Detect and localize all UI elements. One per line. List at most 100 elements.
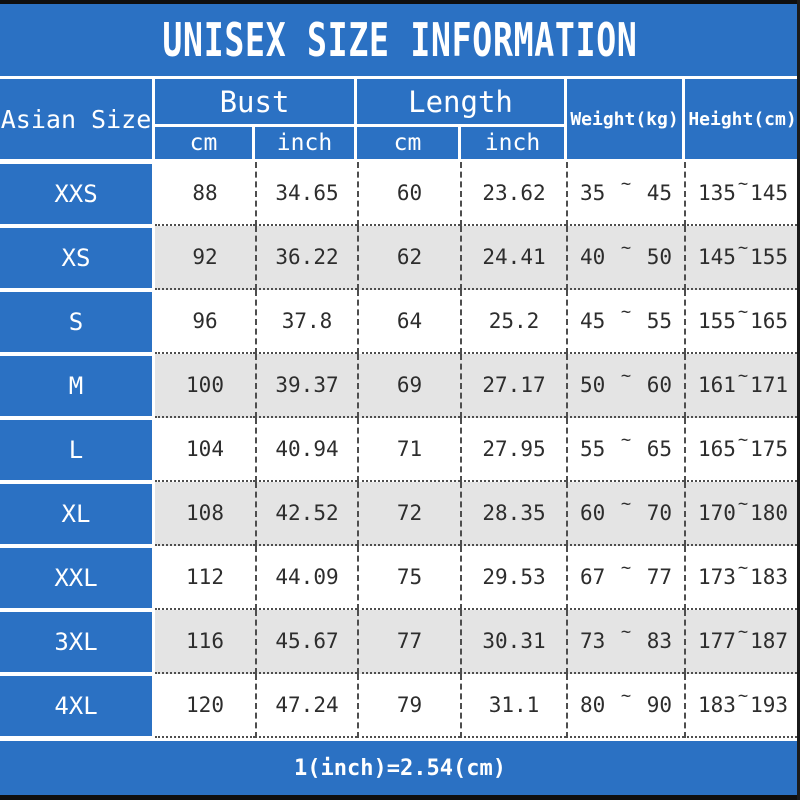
- range-tilde: ~: [620, 366, 632, 386]
- height-range-cell: 161 ~ 171: [684, 354, 800, 418]
- height-max: 193: [750, 693, 788, 717]
- weight-max: 77: [646, 565, 672, 589]
- bottom-border-bar: [0, 795, 800, 800]
- header-bust-cm: cm: [155, 127, 252, 159]
- length-inch-cell: 30.31: [460, 610, 566, 674]
- weight-range-cell: 73 ~ 83: [566, 610, 684, 674]
- length-inch-cell: 27.95: [460, 418, 566, 482]
- weight-range-cell: 45 ~ 55: [566, 290, 684, 354]
- height-min: 177: [698, 629, 736, 653]
- bust-cm-cell: 92: [155, 226, 255, 290]
- right-border-bar: [797, 0, 800, 800]
- bust-cm-cell: 120: [155, 674, 255, 738]
- height-range-cell: 145 ~ 155: [684, 226, 800, 290]
- bust-inch-cell: 36.22: [255, 226, 357, 290]
- length-cm-cell: 69: [357, 354, 460, 418]
- banner-separator: [0, 76, 800, 79]
- page-title: UNISEX SIZE INFORMATION: [162, 13, 638, 67]
- range-tilde: ~: [620, 174, 632, 194]
- length-inch-cell: 27.17: [460, 354, 566, 418]
- header-length-group: Length: [357, 79, 564, 124]
- bust-inch-cell: 42.52: [255, 482, 357, 546]
- size-cell: 4XL: [0, 674, 155, 738]
- height-min: 155: [698, 309, 736, 333]
- weight-range-cell: 50 ~ 60: [566, 354, 684, 418]
- weight-range-cell: 40 ~ 50: [566, 226, 684, 290]
- bust-inch-cell: 37.8: [255, 290, 357, 354]
- length-cm-cell: 71: [357, 418, 460, 482]
- bust-inch-cell: 44.09: [255, 546, 357, 610]
- bust-inch-cell: 47.24: [255, 674, 357, 738]
- height-range-cell: 165 ~ 175: [684, 418, 800, 482]
- weight-min: 50: [580, 373, 606, 397]
- range-tilde: ~: [737, 686, 749, 706]
- weight-range-cell: 60 ~ 70: [566, 482, 684, 546]
- height-max: 171: [750, 373, 788, 397]
- height-min: 161: [698, 373, 736, 397]
- bust-inch-cell: 40.94: [255, 418, 357, 482]
- table-row: XXL 112 44.09 75 29.53 67 ~ 77 173 ~ 183: [0, 546, 800, 610]
- size-cell: XS: [0, 226, 155, 290]
- length-cm-cell: 75: [357, 546, 460, 610]
- size-cell: 3XL: [0, 610, 155, 674]
- size-cell: S: [0, 290, 155, 354]
- range-tilde: ~: [737, 494, 749, 514]
- height-range-cell: 177 ~ 187: [684, 610, 800, 674]
- length-inch-cell: 24.41: [460, 226, 566, 290]
- header-height: Height(cm): [685, 79, 800, 159]
- size-cell: L: [0, 418, 155, 482]
- bust-inch-cell: 39.37: [255, 354, 357, 418]
- size-cell: XXS: [0, 162, 155, 226]
- length-cm-cell: 60: [357, 162, 460, 226]
- weight-min: 40: [580, 245, 606, 269]
- weight-min: 73: [580, 629, 606, 653]
- table-row: XXS 88 34.65 60 23.62 35 ~ 45 135 ~ 145: [0, 162, 800, 226]
- table-row: XS 92 36.22 62 24.41 40 ~ 50 145 ~ 155: [0, 226, 800, 290]
- weight-min: 60: [580, 501, 606, 525]
- weight-max: 45: [646, 181, 672, 205]
- range-tilde: ~: [620, 622, 632, 642]
- size-cell: M: [0, 354, 155, 418]
- range-tilde: ~: [620, 302, 632, 322]
- height-range-cell: 170 ~ 180: [684, 482, 800, 546]
- height-max: 155: [750, 245, 788, 269]
- height-range-cell: 173 ~ 183: [684, 546, 800, 610]
- weight-range-cell: 35 ~ 45: [566, 162, 684, 226]
- header-bust-group: Bust: [155, 79, 354, 124]
- weight-range-cell: 55 ~ 65: [566, 418, 684, 482]
- header-weight: Weight(kg): [567, 79, 682, 159]
- weight-min: 35: [580, 181, 606, 205]
- range-tilde: ~: [737, 622, 749, 642]
- top-border-bar: [0, 0, 800, 4]
- weight-max: 50: [646, 245, 672, 269]
- table-header: Asian Size Bust Length cm inch cm inch W…: [0, 79, 800, 159]
- table-row: 4XL 120 47.24 79 31.1 80 ~ 90 183 ~ 193: [0, 674, 800, 738]
- header-bust-inch: inch: [255, 127, 354, 159]
- height-max: 165: [750, 309, 788, 333]
- range-tilde: ~: [737, 302, 749, 322]
- height-max: 180: [750, 501, 788, 525]
- bust-inch-cell: 45.67: [255, 610, 357, 674]
- height-max: 175: [750, 437, 788, 461]
- header-body-separator: [0, 159, 800, 162]
- height-max: 145: [750, 181, 788, 205]
- height-min: 183: [698, 693, 736, 717]
- length-inch-cell: 23.62: [460, 162, 566, 226]
- header-asian-size: Asian Size: [0, 79, 152, 159]
- height-range-cell: 155 ~ 165: [684, 290, 800, 354]
- bust-inch-cell: 34.65: [255, 162, 357, 226]
- length-cm-cell: 79: [357, 674, 460, 738]
- height-min: 170: [698, 501, 736, 525]
- weight-max: 90: [646, 693, 672, 717]
- range-tilde: ~: [620, 238, 632, 258]
- table-body: XXS 88 34.65 60 23.62 35 ~ 45 135 ~ 145 …: [0, 162, 800, 738]
- weight-max: 70: [646, 501, 672, 525]
- weight-range-cell: 80 ~ 90: [566, 674, 684, 738]
- height-min: 173: [698, 565, 736, 589]
- bust-cm-cell: 112: [155, 546, 255, 610]
- range-tilde: ~: [620, 686, 632, 706]
- bust-cm-cell: 100: [155, 354, 255, 418]
- range-tilde: ~: [737, 558, 749, 578]
- bust-cm-cell: 108: [155, 482, 255, 546]
